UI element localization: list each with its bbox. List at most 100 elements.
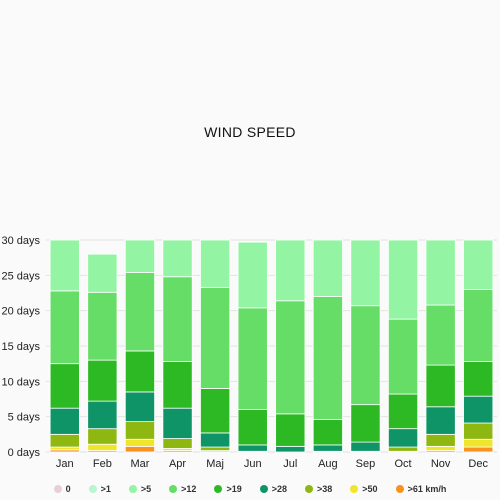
- legend-dot-icon: [214, 485, 223, 493]
- bar-segment: [49, 407, 80, 435]
- chart-legend: 0 >1 >5 >12 >19 >28 >38 >50 >61 km/h: [0, 480, 500, 498]
- legend-dot-icon: [53, 485, 62, 493]
- legend-dot-icon: [128, 485, 137, 493]
- bar-segment: [200, 239, 231, 288]
- bar-segment: [237, 307, 268, 410]
- x-tick-label: Mar: [130, 458, 149, 470]
- legend-dot-icon: [259, 485, 268, 493]
- bar-segment: [387, 318, 419, 395]
- bar-segment: [312, 444, 343, 452]
- bar-segment: [124, 421, 156, 440]
- bar-segment: [312, 419, 343, 446]
- bar-segment: [312, 239, 343, 297]
- legend-label: >28: [271, 484, 288, 494]
- legend-dot-icon: [305, 485, 314, 493]
- bar-segment: [162, 407, 193, 439]
- bar-segment: [350, 305, 381, 406]
- x-tick-label: Maj: [206, 458, 224, 470]
- bar-segment: [87, 400, 118, 430]
- bar-segment: [49, 363, 80, 409]
- legend-dot-icon: [395, 485, 404, 493]
- bar-segment: [124, 350, 156, 393]
- bar-segment: [275, 300, 306, 415]
- bar-segment: [425, 433, 456, 447]
- bar-segment: [425, 364, 456, 408]
- bar-segment: [463, 361, 494, 397]
- legend-label: >12: [181, 484, 197, 494]
- bar-segment: [463, 438, 494, 448]
- bar-segment: [237, 241, 268, 309]
- bar-segment: [87, 428, 118, 445]
- bar-segment: [350, 239, 381, 307]
- bar-segment: [237, 444, 268, 452]
- x-tick-label: Oct: [394, 458, 411, 470]
- bar-segment: [124, 272, 156, 352]
- bar-segment: [275, 445, 306, 453]
- bar-segment: [463, 446, 494, 453]
- bar-segment: [49, 433, 80, 448]
- bar-segment: [463, 395, 494, 424]
- legend-item[interactable]: >38: [305, 484, 332, 494]
- legend-label: >1: [100, 484, 111, 494]
- bar-segment: [162, 276, 193, 362]
- x-tick-label: Jan: [56, 458, 74, 470]
- legend-item[interactable]: 0: [53, 484, 71, 494]
- bar-segment: [387, 428, 419, 448]
- y-tick-label: 20 days: [1, 306, 40, 318]
- legend-item[interactable]: >50: [350, 484, 378, 494]
- legend-label: >38: [317, 484, 333, 494]
- bar-segment: [350, 441, 381, 452]
- bar-segment: [425, 304, 456, 366]
- legend-item[interactable]: >19: [214, 484, 242, 494]
- legend-item[interactable]: >1: [88, 484, 111, 494]
- bar-segment: [387, 446, 419, 452]
- legend-label: >50: [362, 484, 378, 494]
- legend-item[interactable]: >61 km/h: [395, 484, 447, 494]
- bar-segment: [124, 239, 156, 273]
- bar-segment: [162, 361, 193, 409]
- bar-segment: [463, 422, 494, 440]
- x-tick-label: Feb: [93, 458, 112, 470]
- bar-segment: [87, 253, 118, 293]
- bar-segment: [87, 443, 118, 451]
- x-tick-label: Nov: [431, 458, 451, 470]
- y-tick-label: 5 days: [8, 412, 41, 424]
- legend-dot-icon: [88, 485, 97, 493]
- bar-segment: [425, 406, 456, 435]
- legend-label: >5: [140, 484, 152, 494]
- y-tick-label: 30 days: [1, 235, 40, 247]
- legend-item[interactable]: >5: [128, 484, 152, 494]
- bar-segment: [200, 387, 231, 434]
- legend-label: >19: [226, 484, 242, 494]
- bar-segment: [425, 239, 456, 306]
- bar-segment: [200, 446, 231, 451]
- x-tick-label: Jun: [244, 458, 262, 470]
- y-tick-label: 25 days: [1, 270, 40, 282]
- bar-segment: [124, 445, 156, 453]
- bar-segment: [463, 239, 494, 290]
- bar-segment: [87, 291, 118, 361]
- bar-segment: [200, 432, 231, 448]
- legend-label: 0: [65, 484, 71, 494]
- bar-segment: [49, 239, 80, 292]
- bar-segment: [200, 286, 231, 389]
- bar-segment: [87, 359, 118, 402]
- y-tick-label: 0 days: [8, 447, 41, 459]
- bar-segment: [275, 239, 306, 302]
- y-tick-label: 10 days: [1, 376, 40, 388]
- legend-dot-icon: [350, 485, 359, 493]
- legend-item[interactable]: >12: [169, 484, 196, 494]
- bar-segment: [463, 289, 494, 362]
- bar-segment: [162, 239, 193, 278]
- legend-item[interactable]: >28: [259, 484, 288, 494]
- bar-segment: [162, 438, 193, 449]
- bar-segment: [312, 296, 343, 420]
- x-tick-label: Apr: [169, 458, 186, 470]
- chart-title: WIND SPEED: [204, 124, 296, 140]
- bar-segment: [124, 438, 156, 447]
- legend-label: >61 km/h: [407, 484, 447, 494]
- bar-segment: [387, 393, 419, 430]
- x-tick-label: Jul: [283, 458, 297, 470]
- bar-segment: [350, 404, 381, 443]
